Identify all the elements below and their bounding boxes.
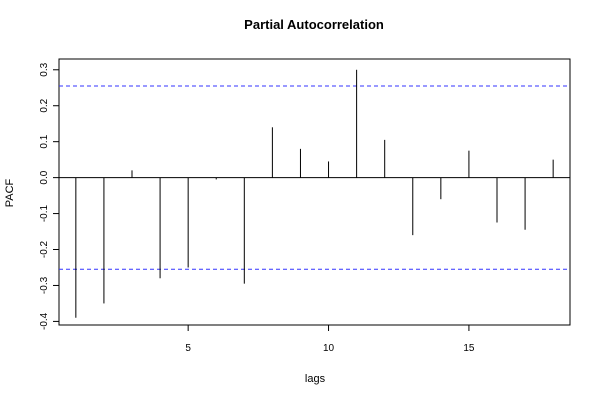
x-axis-label: lags [305, 373, 326, 385]
y-tick-label-0: -0.4 [39, 312, 50, 330]
y-tick-label-6: 0.2 [39, 98, 50, 112]
y-tick-label-1: -0.3 [39, 276, 50, 294]
x-tick-label-15: 15 [463, 343, 475, 354]
chart-marks: 5 10 15 -0.4 -0.3 -0.2 -0.1 0.0 0.1 0.2 0.3 [39, 62, 570, 354]
y-tick-label-5: 0.1 [39, 134, 50, 148]
y-tick-label-2: -0.2 [39, 240, 50, 258]
y-tick-label-4: 0.0 [39, 170, 50, 184]
chart-title: Partial Autocorrelation [244, 17, 384, 32]
x-tick-label-10: 10 [323, 343, 335, 354]
y-tick-label-3: -0.1 [39, 205, 50, 223]
y-axis-label: PACF [4, 178, 16, 207]
y-tick-label-7: 0.3 [39, 62, 50, 76]
plot-frame [58, 58, 571, 326]
x-tick-label-5: 5 [185, 343, 191, 354]
